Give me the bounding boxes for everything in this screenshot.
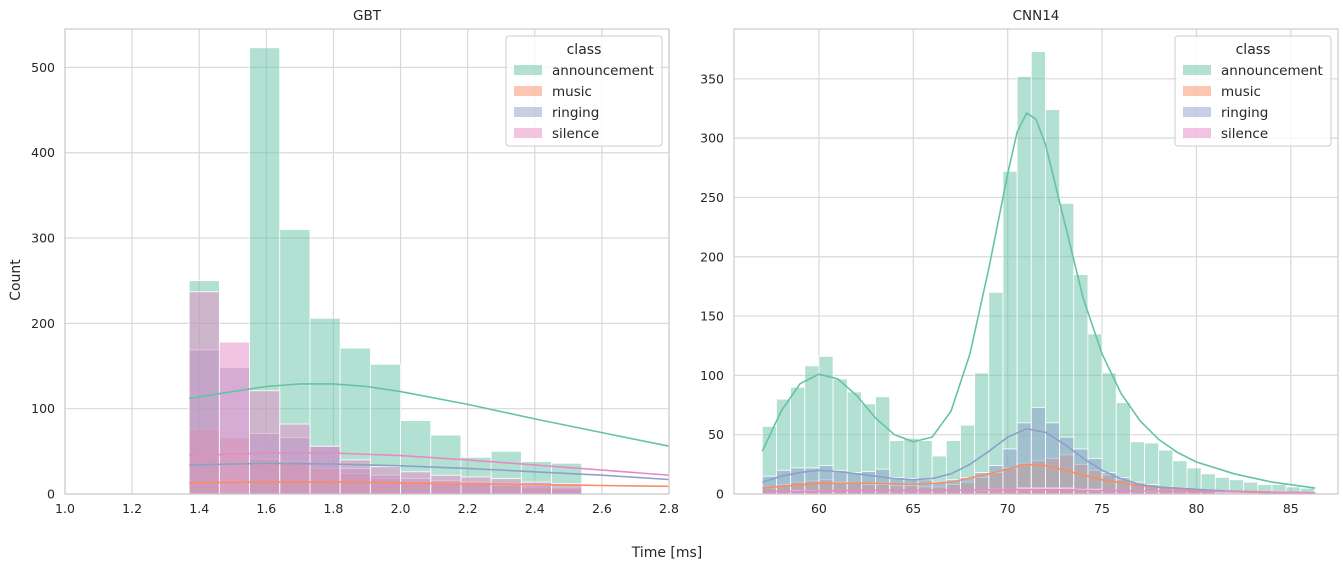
x-tick-label: 75 — [1094, 501, 1110, 516]
x-tick-label: 2.2 — [458, 501, 478, 516]
x-tick-label: 80 — [1188, 501, 1204, 516]
x-tick-label: 1.6 — [256, 501, 276, 516]
x-tick-label: 85 — [1283, 501, 1299, 516]
legend: class announcement music ringing silence — [505, 35, 663, 147]
kde-line-announcement — [189, 383, 670, 447]
kde-line-music — [189, 481, 670, 488]
bar-silence — [218, 341, 250, 495]
panel-title: GBT — [353, 8, 382, 24]
y-tick-label: 300 — [700, 131, 724, 146]
x-tick-label: 1.4 — [189, 501, 209, 516]
x-tick-label: 2.4 — [525, 501, 545, 516]
legend-swatch-silence — [1183, 128, 1211, 138]
x-tick-label: 70 — [1000, 501, 1016, 516]
bar-ringing — [1016, 422, 1032, 495]
y-tick-label: 500 — [31, 60, 55, 75]
bar-silence — [369, 466, 401, 495]
legend-swatch-ringing — [1183, 107, 1211, 117]
bar-ringing — [1002, 448, 1018, 495]
x-tick-label: 1.0 — [55, 501, 75, 516]
cnn14-panel: 60 65 70 75 80 85 0 50 100 150 200 250 300 350 CNN14 cl… — [700, 8, 1339, 516]
legend-swatch-ringing — [514, 107, 542, 117]
legend-swatch-announcement — [1183, 65, 1211, 75]
legend: class announcement music ringing silence — [1174, 35, 1332, 147]
legend-box — [505, 35, 663, 147]
kde-line-ringing — [762, 427, 1316, 494]
x-tick-label: 1.8 — [323, 501, 343, 516]
kde-line-silence — [762, 488, 1316, 494]
y-tick-label: 100 — [700, 368, 724, 383]
y-axis-label: Count — [8, 259, 24, 301]
plot-frame — [733, 28, 1339, 495]
bar-announcement — [988, 291, 1004, 495]
y-tick-label: 0 — [47, 487, 55, 502]
y-tick-label: 250 — [700, 190, 724, 205]
legend-label-music: music — [552, 84, 592, 100]
bar-ringing — [776, 469, 792, 495]
legend-label-announcement: announcement — [552, 63, 654, 79]
x-tick-label: 65 — [905, 501, 921, 516]
x-tick-label: 1.2 — [122, 501, 142, 516]
bar-silence — [460, 476, 492, 495]
x-tick-label: 60 — [811, 501, 827, 516]
y-tick-label: 300 — [31, 231, 55, 246]
legend-label-silence: silence — [552, 126, 599, 142]
plot-frame — [64, 28, 670, 495]
y-tick-label: 200 — [700, 249, 724, 264]
bar-silence — [188, 291, 220, 495]
y-tick-label: 100 — [31, 401, 55, 416]
gbt-panel: 1.0 1.2 1.4 1.6 1.8 2.0 2.2 2.4 2.6 2.8 0 100 200 300… — [31, 8, 679, 516]
legend-box — [1174, 35, 1332, 147]
bar-announcement — [1002, 170, 1018, 495]
legend-label-ringing: ringing — [552, 105, 599, 121]
bar-silence — [309, 445, 341, 495]
bar-silence — [490, 478, 522, 495]
x-tick-label: 2.0 — [391, 501, 411, 516]
kde-line-ringing — [189, 462, 670, 481]
legend-label-music: music — [1221, 84, 1261, 100]
kde-line-announcement — [761, 112, 1316, 489]
y-tick-label: 50 — [708, 427, 724, 442]
panel-title: CNN14 — [1013, 8, 1060, 24]
bar-silence — [279, 423, 311, 495]
x-tick-label: 2.8 — [659, 501, 679, 516]
x-tick-label: 2.6 — [592, 501, 612, 516]
y-tick-label: 350 — [700, 71, 724, 86]
legend-swatch-music — [514, 86, 542, 96]
legend-label-announcement: announcement — [1221, 63, 1323, 79]
y-tick-label: 200 — [31, 316, 55, 331]
legend-label-silence: silence — [1221, 126, 1268, 142]
bar-silence — [1059, 487, 1075, 495]
y-tick-label: 150 — [700, 309, 724, 324]
legend-label-ringing: ringing — [1221, 105, 1268, 121]
x-axis-label: Time [ms] — [631, 545, 703, 561]
kde-line-silence — [189, 452, 670, 476]
legend-swatch-silence — [514, 128, 542, 138]
bar-silence — [249, 390, 281, 495]
bar-ringing — [1030, 407, 1046, 495]
kde-line-music — [762, 463, 1316, 494]
legend-title: class — [567, 42, 602, 58]
legend-swatch-announcement — [514, 65, 542, 75]
bar-silence — [430, 474, 462, 495]
y-tick-label: 400 — [31, 145, 55, 160]
y-tick-label: 0 — [716, 487, 724, 502]
legend-title: class — [1236, 42, 1271, 58]
legend-swatch-music — [1183, 86, 1211, 96]
